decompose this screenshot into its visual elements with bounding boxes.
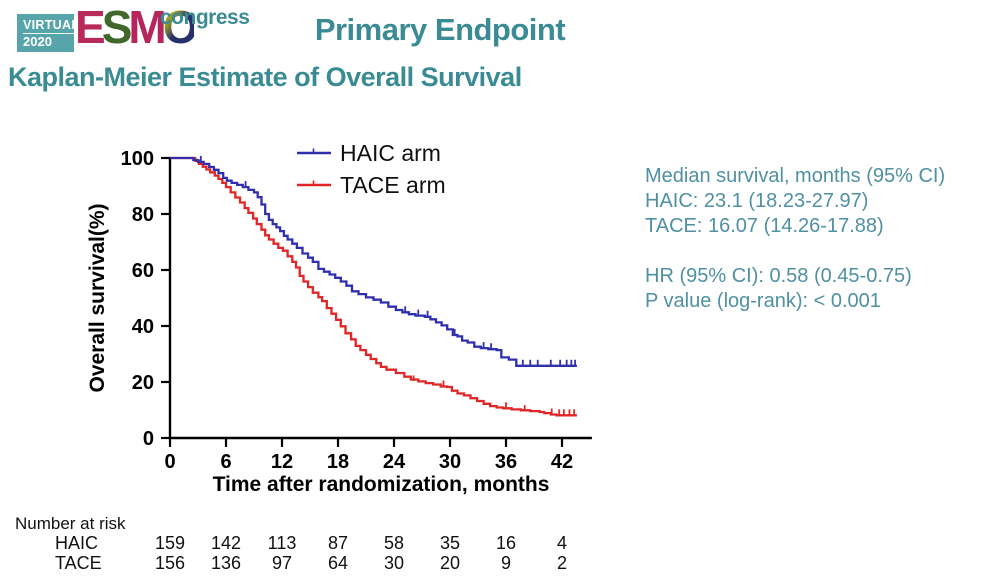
y-tick-label: 20 (132, 372, 154, 394)
haic-arm-legend-label: HAIC arm (340, 140, 441, 166)
risk-count-tace-30: 20 (440, 553, 460, 573)
y-tick-label: 60 (132, 260, 154, 282)
x-tick-label: 30 (439, 451, 461, 473)
y-axis-label: Overall survival(%) (86, 203, 109, 392)
risk-count-haic-18: 87 (328, 533, 348, 553)
axis-lines (168, 157, 592, 440)
risk-count-tace-0: 156 (155, 553, 185, 573)
esmo-letter-m: M (128, 1, 166, 53)
x-tick-label: 6 (220, 451, 231, 473)
haic-arm-series (170, 155, 577, 367)
km-chart: 0 20 40 60 80 100 0 6 12 18 24 30 36 42 Overall surviv… (15, 140, 592, 573)
legend: HAIC arm TACE arm (297, 140, 446, 198)
risk-count-tace-18: 64 (328, 553, 348, 573)
stats-panel: Median survival, months (95% CI) HAIC: 23… (645, 164, 945, 314)
esmo-letter-o: O (162, 1, 199, 53)
tace-arm-series (170, 156, 577, 417)
x-tick-label: 0 (164, 451, 175, 473)
risk-count-haic-0: 159 (155, 533, 185, 553)
esmo-virtual-2020-badge: VIRTUAL 2020 (17, 14, 80, 52)
y-tick-label: 0 (143, 428, 154, 450)
page-title: Primary Endpoint (314, 12, 566, 47)
risk-count-haic-36: 16 (496, 533, 516, 553)
y-tick-label: 80 (132, 204, 154, 226)
logo-year-text: 2020 (23, 34, 52, 50)
stats-line-1: HAIC: 23.1 (18.23-27.97) (645, 190, 869, 212)
stats-line-5: P value (log-rank): < 0.001 (645, 290, 881, 312)
risk-count-haic-24: 58 (384, 533, 404, 553)
x-tick-label: 36 (495, 451, 517, 473)
esmo-wordmark: ESMO (75, 1, 199, 53)
risk-table-title: Number at risk (15, 514, 126, 533)
page-subtitle: Kaplan-Meier Estimate of Overall Surviva… (8, 62, 522, 92)
risk-count-tace-6: 136 (211, 553, 241, 573)
risk-count-tace-36: 9 (501, 553, 511, 573)
risk-count-haic-12: 113 (268, 533, 297, 553)
x-tick-label: 24 (383, 451, 406, 473)
x-tick-label: 42 (551, 451, 573, 473)
esmo-letter-e: E (75, 1, 106, 53)
stats-line-2: TACE: 16.07 (14.26-17.88) (645, 215, 884, 237)
y-tick-label: 100 (121, 148, 154, 170)
logo-virtual-text: VIRTUAL (23, 18, 80, 35)
y-tick-label: 40 (132, 316, 154, 338)
risk-count-haic-30: 35 (440, 533, 460, 553)
x-axis-label: Time after randomization, months (213, 473, 550, 496)
risk-count-haic-42: 4 (557, 533, 567, 553)
risk-row-label-haic: HAIC (55, 533, 98, 553)
stats-spacer (645, 239, 945, 264)
stats-line-4: HR (95% CI): 0.58 (0.45-0.75) (645, 265, 912, 287)
risk-count-haic-6: 142 (211, 533, 241, 553)
risk-row-label-tace: TACE (55, 553, 102, 573)
esmo-logo: VIRTUAL 2020 ESMO congress (17, 4, 277, 67)
x-tick-label: 12 (271, 451, 293, 473)
tace-arm-curve (170, 156, 577, 417)
axes: 0 20 40 60 80 100 0 6 12 18 24 30 36 42 (121, 148, 592, 473)
tace-arm-legend-label: TACE arm (340, 172, 446, 198)
stats-line-0: Median survival, months (95% CI) (645, 165, 946, 187)
x-tick-label: 18 (327, 451, 349, 473)
risk-count-tace-42: 2 (557, 553, 567, 573)
haic-arm-curve (170, 156, 577, 367)
risk-count-tace-24: 30 (384, 553, 404, 573)
logo-congress-text: congress (160, 6, 250, 29)
esmo-letter-s: S (101, 1, 133, 53)
risk-count-tace-12: 97 (272, 553, 292, 573)
